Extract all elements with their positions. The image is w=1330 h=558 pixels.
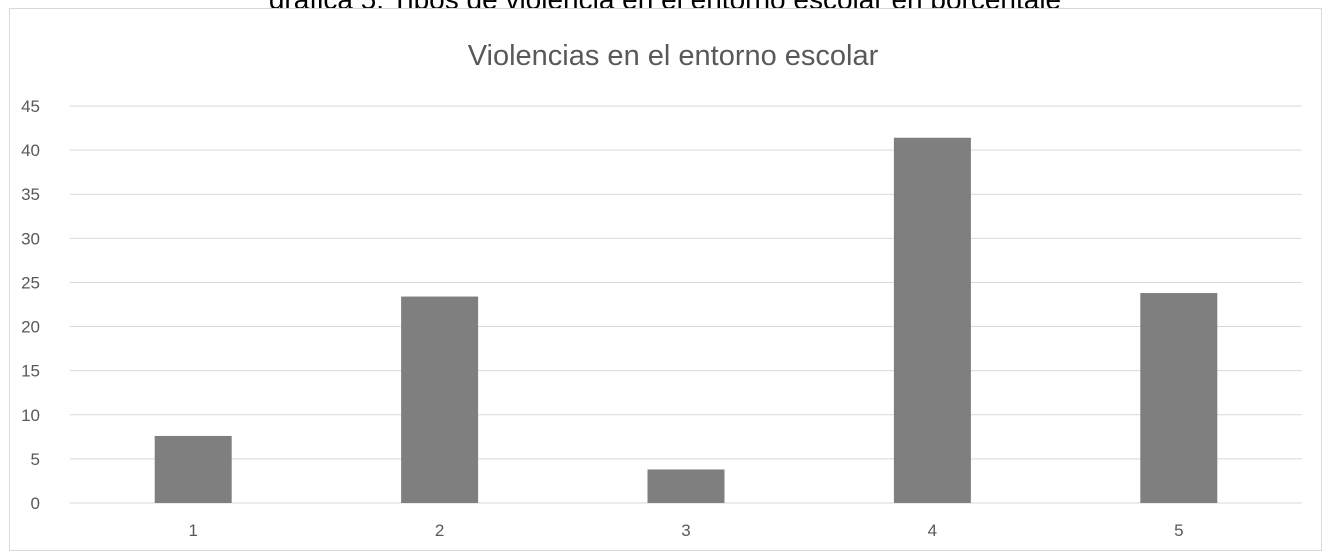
- x-tick-label: 4: [928, 521, 937, 540]
- bar-4: [893, 137, 971, 503]
- chart-frame: Violencias en el entorno escolar 0 5 10 15 2…: [9, 8, 1322, 551]
- y-tick-label: 35: [21, 185, 40, 204]
- bar-1: [154, 435, 232, 503]
- gridlines: [70, 105, 1302, 504]
- y-tick-label: 5: [31, 450, 40, 469]
- bar-2: [401, 296, 479, 503]
- y-tick-label: 10: [21, 406, 40, 425]
- bar-chart: Violencias en el entorno escolar 0510152…: [21, 40, 1302, 540]
- x-axis-ticks: 1 2 3 4 5: [188, 521, 1183, 540]
- x-tick-label: 3: [681, 521, 690, 540]
- y-tick-label: 15: [21, 362, 40, 381]
- y-tick-label: 45: [21, 97, 40, 116]
- x-tick-label: 5: [1174, 521, 1183, 540]
- x-tick-label: 2: [435, 521, 444, 540]
- y-tick-label: 0: [31, 494, 40, 513]
- x-tick-label: 1: [188, 521, 197, 540]
- chart-title: Violencias en el entorno escolar: [468, 40, 879, 72]
- y-tick-label: 20: [21, 318, 40, 337]
- y-tick-label: 25: [21, 273, 40, 292]
- bar-5: [1140, 293, 1218, 503]
- bar-3: [647, 469, 725, 503]
- y-tick-label: 30: [21, 229, 40, 248]
- y-tick-label: 40: [21, 141, 40, 160]
- y-axis-ticks: 0 5 10 15 20 25 30 35 40 45: [21, 97, 40, 513]
- bars: [154, 137, 1218, 503]
